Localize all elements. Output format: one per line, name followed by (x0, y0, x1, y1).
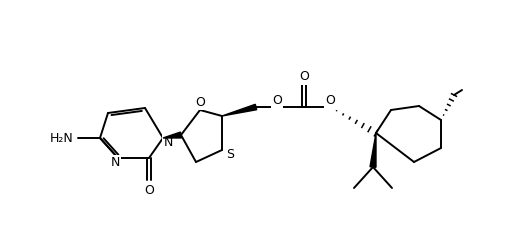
Text: O: O (195, 96, 205, 108)
Text: O: O (325, 93, 335, 106)
Text: N: N (163, 136, 173, 149)
Polygon shape (222, 104, 257, 116)
Text: O: O (144, 183, 154, 197)
Text: O: O (272, 93, 282, 106)
Text: H₂N: H₂N (50, 131, 74, 144)
Text: S: S (226, 149, 234, 161)
Polygon shape (370, 133, 376, 167)
Text: O: O (299, 70, 309, 83)
Text: N: N (111, 157, 119, 169)
Polygon shape (163, 132, 181, 138)
